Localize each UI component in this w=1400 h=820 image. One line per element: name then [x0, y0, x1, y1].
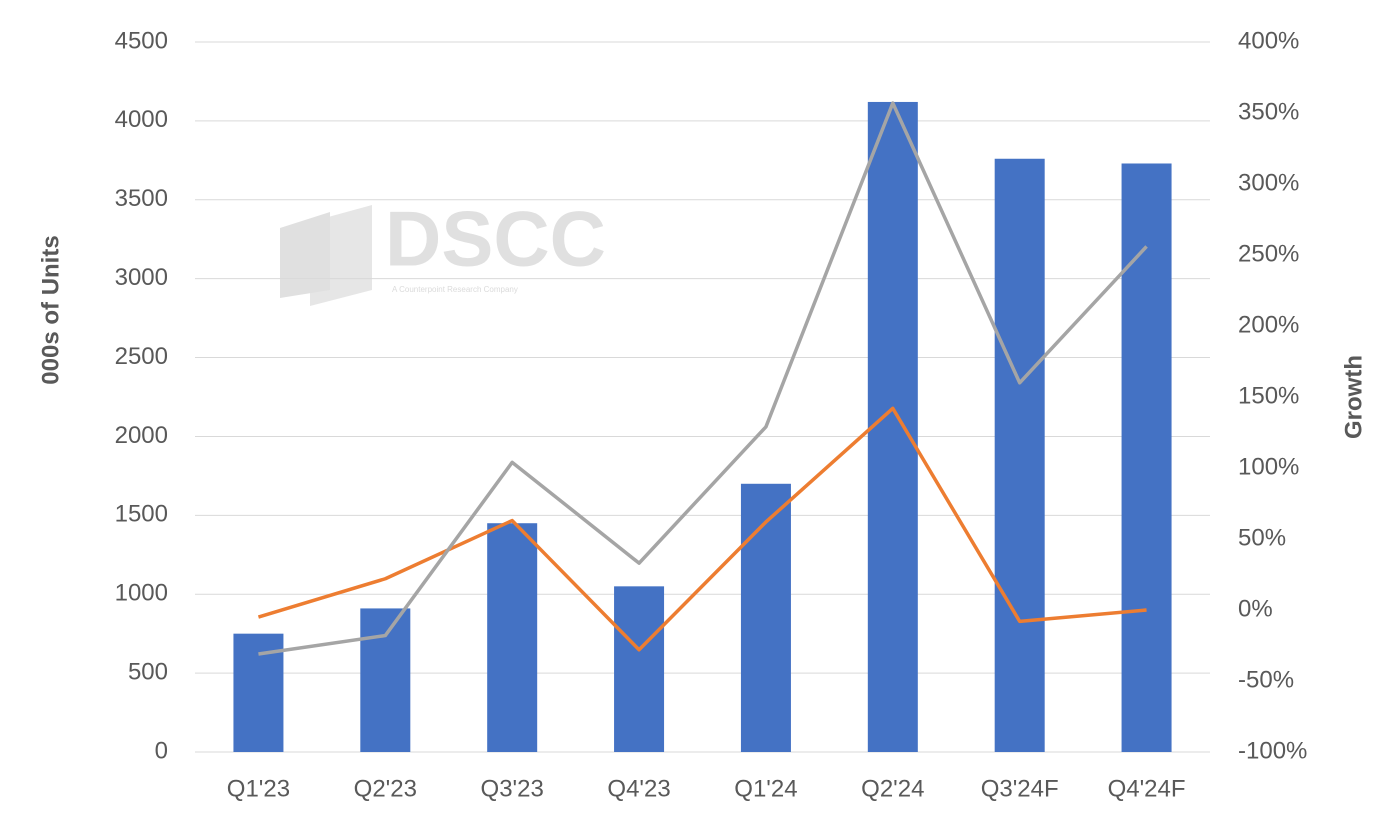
- y2-tick-label: -50%: [1238, 666, 1294, 693]
- y-tick-label: 0: [155, 737, 168, 764]
- bar: [1121, 163, 1172, 752]
- bar: [994, 158, 1045, 752]
- watermark-subtitle: A Counterpoint Research Company: [392, 285, 518, 294]
- x-tick-label: Q4'23: [607, 775, 670, 802]
- x-tick-label: Q1'24: [734, 775, 797, 802]
- y-tick-label: 500: [128, 658, 168, 685]
- watermark-logo: [310, 205, 372, 306]
- y-axis-title: 000s of Units: [37, 235, 64, 384]
- y-tick-label: 2000: [115, 422, 168, 449]
- bar: [867, 101, 918, 752]
- y2-tick-label: 300%: [1238, 169, 1299, 196]
- watermark: DSCC A Counterpoint Research Company: [280, 195, 606, 306]
- y2-tick-label: 100%: [1238, 453, 1299, 480]
- line-series: [257, 406, 1147, 652]
- bar: [487, 523, 538, 752]
- x-tick-label: Q3'23: [481, 775, 544, 802]
- y2-tick-label: 250%: [1238, 240, 1299, 267]
- y-tick-label: 4000: [115, 106, 168, 133]
- watermark-title: DSCC: [385, 195, 606, 283]
- y2-tick-label: 0%: [1238, 595, 1273, 622]
- x-tick-label: Q4'24F: [1108, 775, 1186, 802]
- y2-tick-label: -100%: [1238, 737, 1307, 764]
- line-series: [258, 101, 1148, 656]
- x-tick-label: Q2'24: [861, 775, 924, 802]
- y-tick-label: 2500: [115, 343, 168, 370]
- bar: [614, 586, 665, 752]
- y2-tick-label: 150%: [1238, 382, 1299, 409]
- y2-tick-label: 50%: [1238, 524, 1286, 551]
- y-tick-label: 1000: [115, 580, 168, 607]
- y-tick-label: 3500: [115, 185, 168, 212]
- x-tick-label: Q2'23: [354, 775, 417, 802]
- y-tick-label: 4500: [115, 27, 168, 54]
- y-tick-label: 1500: [115, 501, 168, 528]
- bar: [740, 483, 791, 752]
- bar: [360, 608, 411, 752]
- x-tick-label: Q3'24F: [981, 775, 1059, 802]
- y2-axis-title: Growth: [1340, 355, 1367, 439]
- y2-tick-label: 400%: [1238, 27, 1299, 54]
- y2-tick-label: 350%: [1238, 98, 1299, 125]
- x-tick-label: Q1'23: [227, 775, 290, 802]
- y-tick-label: 3000: [115, 264, 168, 291]
- y2-tick-label: 200%: [1238, 311, 1299, 338]
